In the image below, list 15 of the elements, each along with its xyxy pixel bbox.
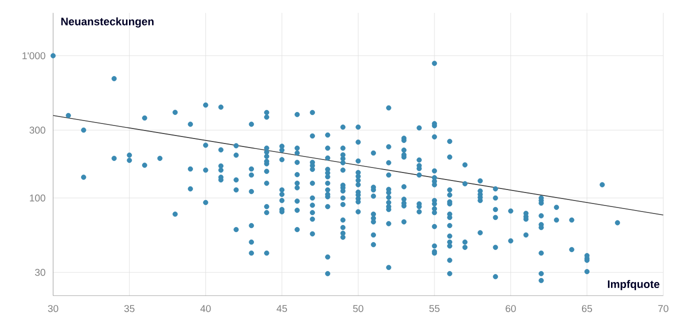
y-tick-label: 1'000 — [22, 52, 46, 60]
x-tick-label: 65 — [582, 304, 592, 312]
x-tick-label: 30 — [48, 304, 58, 312]
x-tick-label: 70 — [658, 304, 668, 312]
y-tick-label: 30 — [35, 268, 46, 276]
x-tick-label: 60 — [506, 304, 516, 312]
x-axis-title: Impfquote — [608, 280, 660, 290]
y-axis-title: Neuansteckungen — [61, 17, 154, 28]
x-tick-label: 45 — [276, 304, 287, 312]
x-tick-label: 55 — [429, 304, 440, 312]
y-tick-label: 300 — [30, 126, 46, 134]
x-tick-label: 40 — [200, 304, 211, 312]
x-tick-label: 50 — [353, 304, 364, 312]
y-tick-label: 100 — [30, 194, 46, 202]
x-tick-label: 35 — [124, 304, 134, 312]
